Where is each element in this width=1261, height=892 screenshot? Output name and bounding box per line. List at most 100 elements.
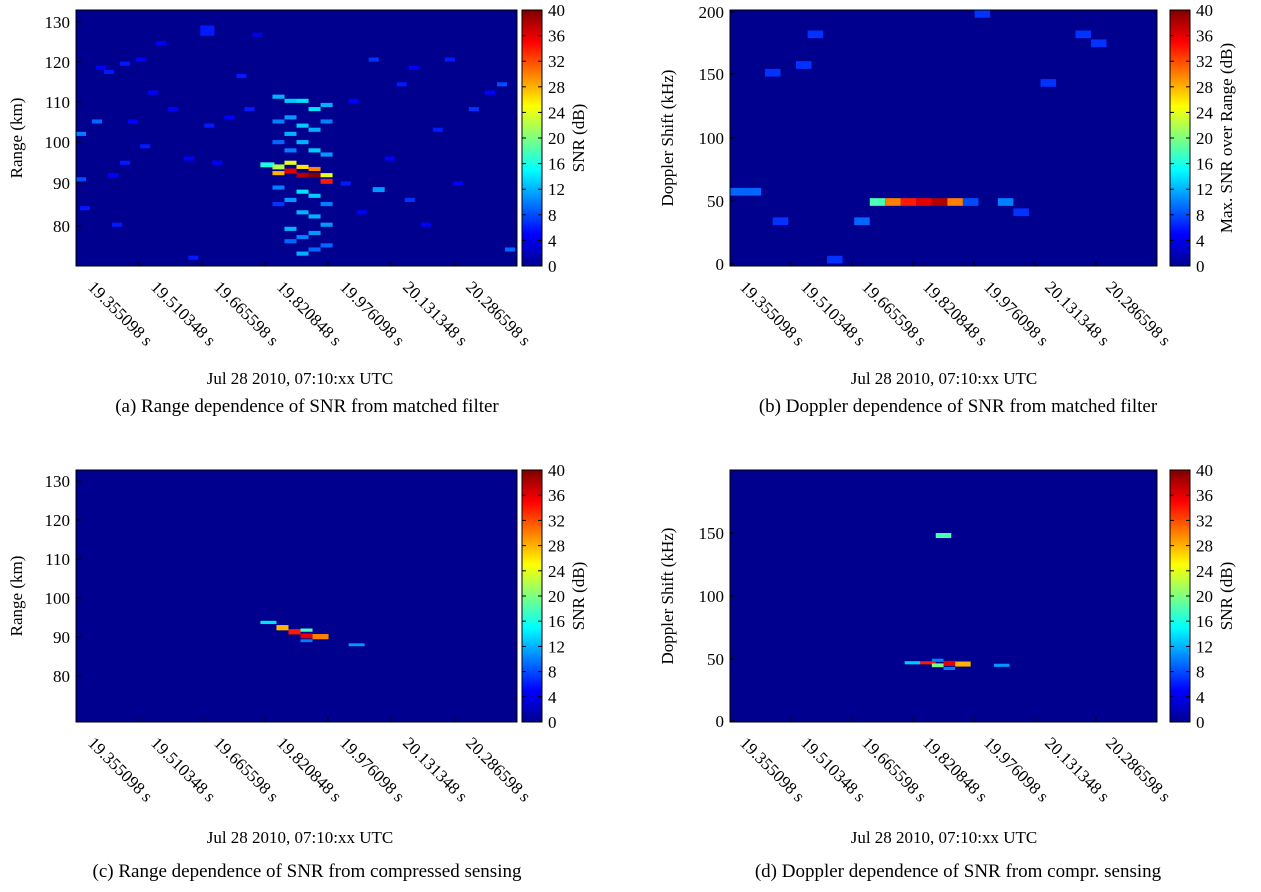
heatmap-cell xyxy=(284,148,297,153)
colorbar-tick-label: 4 xyxy=(548,231,557,250)
y-tick-label: 90 xyxy=(53,628,70,647)
heatmap-cell xyxy=(432,127,443,132)
heatmap-cell xyxy=(300,639,313,643)
colorbar-tick-label: 40 xyxy=(548,461,565,480)
x-tick-label: 19.820848 s xyxy=(273,733,345,805)
y-tick-label: 110 xyxy=(45,93,70,112)
heatmap-cell xyxy=(320,222,333,227)
heatmap-cell xyxy=(920,661,936,665)
heatmap-cell xyxy=(931,663,944,668)
heatmap-cell xyxy=(340,181,351,186)
heatmap-cell xyxy=(296,210,309,215)
colorbar-label: SNR (dB) xyxy=(1217,562,1236,630)
heatmap-cell xyxy=(320,243,333,248)
y-tick-label: 100 xyxy=(699,129,725,148)
heatmap-cell xyxy=(296,164,309,169)
colorbar-tick-label: 28 xyxy=(1196,537,1213,556)
x-tick-label: 19.510348 s xyxy=(797,733,869,805)
x-tick-label: 20.286598 s xyxy=(462,733,534,805)
x-tick-label: 20.286598 s xyxy=(462,277,534,349)
heatmap-cell xyxy=(188,255,199,260)
colorbar-tick-label: 16 xyxy=(1196,612,1213,631)
heatmap-cell xyxy=(128,119,139,124)
heatmap-cell xyxy=(284,239,297,244)
heatmap-cell xyxy=(745,187,762,196)
heatmap-cell xyxy=(869,198,886,206)
x-tick-label: 19.665598 s xyxy=(858,733,930,805)
colorbar-label: SNR (dB) xyxy=(569,104,588,172)
colorbar-tick-label: 32 xyxy=(548,511,565,530)
y-tick-label: 120 xyxy=(45,511,71,530)
heatmap-cell xyxy=(320,152,333,157)
heatmap-cell xyxy=(320,102,333,108)
colorbar-tick-label: 12 xyxy=(548,180,565,199)
heatmap-cell xyxy=(272,171,285,176)
colorbar-tick-label: 8 xyxy=(1196,206,1205,225)
heatmap-cell xyxy=(296,189,309,194)
y-tick-label: 150 xyxy=(699,524,725,543)
heatmap-cell xyxy=(120,61,131,66)
x-tick-label: 19.820848 s xyxy=(273,277,345,349)
panel-d: 0 50 100 150 19.355098 s19.510348 s19.665598… xyxy=(658,461,1236,882)
heatmap-cell xyxy=(404,197,415,202)
y-axis-label: Doppler Shift (kHz) xyxy=(658,528,677,665)
colorbar-tick-label: 12 xyxy=(1196,180,1213,199)
heatmap-cell xyxy=(76,177,87,182)
heatmap-cell xyxy=(296,251,309,256)
y-tick-label: 90 xyxy=(53,174,70,193)
heatmap-cell xyxy=(408,65,419,70)
heatmap-cell xyxy=(308,127,321,132)
y-tick-label: 150 xyxy=(699,65,725,84)
heatmap-cell xyxy=(308,172,321,178)
colorbar-tick-label: 0 xyxy=(548,257,557,276)
colorbar-tick-label: 40 xyxy=(1196,461,1213,480)
y-tick-label: 100 xyxy=(45,589,71,608)
y-tick-label: 80 xyxy=(53,667,70,686)
heatmap-cell xyxy=(300,633,313,639)
heatmap-cell xyxy=(276,625,289,631)
colorbar-tick-label: 8 xyxy=(548,663,557,682)
colorbar-tick-label: 32 xyxy=(548,52,565,71)
colorbar-tick-label: 4 xyxy=(1196,688,1205,707)
heatmap-cell xyxy=(312,634,329,640)
y-tick-label: 100 xyxy=(699,587,725,606)
colorbar-tick-label: 32 xyxy=(1196,511,1213,530)
x-tick-label: 19.820848 s xyxy=(919,733,991,805)
heatmap-cell xyxy=(284,115,297,120)
colorbar-tick-label: 24 xyxy=(1196,562,1214,581)
y-tick-label: 110 xyxy=(45,550,70,569)
colorbar-tick-label: 32 xyxy=(1196,52,1213,71)
heatmap-cell xyxy=(284,197,297,202)
heatmap-cell xyxy=(224,115,235,120)
heatmap-cell xyxy=(204,123,215,128)
x-tick-label: 19.355098 s xyxy=(84,277,156,349)
colorbar-tick-label: 8 xyxy=(548,206,557,225)
heatmap-cell xyxy=(140,144,151,149)
heatmap-cell xyxy=(827,255,843,264)
heatmap-cell xyxy=(200,25,215,36)
heatmap-cell xyxy=(916,198,932,206)
heatmap-cell xyxy=(308,230,321,236)
colorbar-tick-label: 36 xyxy=(1196,27,1213,46)
x-tick-label: 20.131348 s xyxy=(1041,733,1113,805)
heatmap-cell xyxy=(348,98,359,103)
heatmap-cell xyxy=(308,148,321,153)
plot-frame xyxy=(75,469,518,723)
colorbar-tick-label: 20 xyxy=(548,587,565,606)
y-tick-label: 0 xyxy=(716,255,725,274)
heatmap-cell xyxy=(148,90,159,95)
heatmap-cell xyxy=(320,173,333,178)
plot-frame xyxy=(75,9,518,267)
heatmap-cell xyxy=(348,643,365,647)
heatmap-cell xyxy=(730,187,746,196)
heatmap-cell xyxy=(468,107,479,112)
heatmap-cell xyxy=(296,98,309,103)
y-tick-label: 130 xyxy=(45,472,71,491)
heatmap-cell xyxy=(997,198,1014,206)
heatmap-cell xyxy=(452,181,463,186)
heatmap-cell xyxy=(320,178,333,184)
heatmap-cell xyxy=(76,131,87,136)
x-tick-label: 19.665598 s xyxy=(210,277,282,349)
heatmap-cell xyxy=(904,661,921,665)
